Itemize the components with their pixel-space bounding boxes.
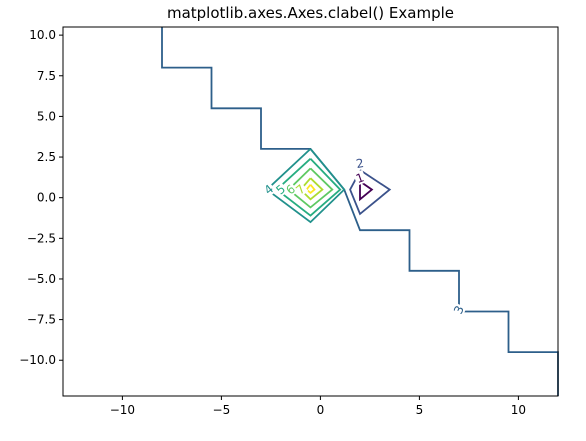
y-tick-label: 7.5 [37, 69, 56, 83]
x-tick-label: 5 [416, 403, 424, 417]
y-tick-label: 2.5 [37, 150, 56, 164]
x-axis: −10 −5 0 5 10 [110, 396, 526, 417]
contour-label-background [292, 180, 309, 198]
y-tick-label: 10.0 [29, 28, 56, 42]
contour-line-level-3 [161, 27, 559, 396]
y-axis: 10.0 7.5 5.0 2.5 0.0 −2.5 −5.0 −7.5 −10.0 [19, 28, 63, 367]
axes-frame [62, 26, 559, 397]
y-tick-label: −2.5 [27, 231, 56, 245]
y-tick-label: −7.5 [27, 313, 56, 327]
x-tick-label: 0 [317, 403, 325, 417]
contour-label-background [282, 180, 299, 198]
contour-label-background [352, 169, 367, 186]
contour-label-background [260, 180, 277, 198]
contour-lines [161, 27, 559, 396]
y-tick-label: −10.0 [19, 353, 56, 367]
chart-title: matplotlib.axes.Axes.clabel() Example [167, 4, 454, 22]
contour-label-background [353, 155, 366, 171]
y-tick-label: −5.0 [27, 272, 56, 286]
contour-label-1: 1 [354, 170, 366, 186]
contour-label-background [272, 180, 289, 198]
contour-line-level-1 [359, 180, 374, 202]
contour-label-background [450, 302, 467, 317]
contour-line-level-2 [349, 169, 392, 216]
contour-line-level-4 [265, 148, 346, 224]
x-tick-label: −10 [110, 403, 135, 417]
contour-line-level-6 [287, 167, 334, 209]
y-tick-label: 0.0 [37, 191, 56, 205]
contour-label-2: 2 [355, 156, 365, 171]
x-tick-label: 10 [511, 403, 526, 417]
x-tick-label: −5 [213, 403, 231, 417]
y-tick-label: 5.0 [37, 109, 56, 123]
contour-line-level-5 [275, 158, 342, 217]
contour-line-level-8 [305, 184, 316, 194]
